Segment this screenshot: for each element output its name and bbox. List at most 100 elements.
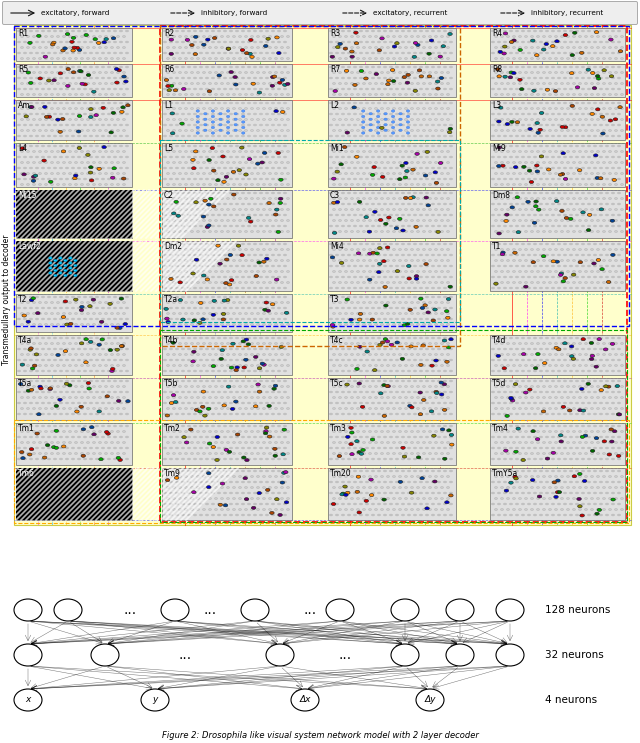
Ellipse shape [618, 52, 621, 54]
Ellipse shape [173, 386, 175, 388]
Ellipse shape [497, 458, 500, 460]
Ellipse shape [56, 354, 60, 357]
Ellipse shape [54, 124, 56, 126]
Ellipse shape [513, 430, 515, 432]
Ellipse shape [573, 452, 575, 455]
Ellipse shape [287, 365, 289, 366]
Ellipse shape [548, 430, 552, 432]
Ellipse shape [378, 296, 381, 298]
Ellipse shape [566, 270, 570, 273]
Ellipse shape [380, 341, 385, 344]
Ellipse shape [580, 514, 584, 517]
Ellipse shape [600, 77, 602, 79]
Ellipse shape [287, 47, 289, 48]
Ellipse shape [14, 599, 42, 621]
Ellipse shape [621, 397, 623, 398]
Ellipse shape [413, 370, 417, 372]
Ellipse shape [344, 172, 348, 175]
Ellipse shape [449, 214, 452, 216]
Ellipse shape [404, 313, 408, 314]
Ellipse shape [566, 230, 570, 233]
Ellipse shape [193, 447, 196, 449]
Ellipse shape [202, 209, 205, 210]
Ellipse shape [515, 88, 518, 90]
Ellipse shape [575, 124, 579, 126]
Ellipse shape [429, 259, 431, 262]
Ellipse shape [378, 247, 382, 250]
Ellipse shape [95, 113, 99, 115]
Ellipse shape [180, 122, 184, 125]
Ellipse shape [582, 481, 584, 483]
Ellipse shape [431, 167, 435, 169]
Ellipse shape [584, 209, 588, 210]
Ellipse shape [86, 129, 90, 132]
Ellipse shape [241, 413, 244, 415]
Ellipse shape [221, 82, 223, 85]
Ellipse shape [570, 447, 573, 449]
Ellipse shape [440, 313, 444, 314]
Ellipse shape [86, 430, 90, 432]
Ellipse shape [253, 503, 257, 505]
Ellipse shape [434, 181, 438, 184]
Ellipse shape [518, 129, 522, 132]
Ellipse shape [118, 458, 122, 461]
Ellipse shape [65, 382, 69, 386]
Ellipse shape [271, 52, 275, 54]
Ellipse shape [447, 94, 449, 96]
Ellipse shape [218, 145, 221, 147]
Ellipse shape [411, 168, 415, 171]
Ellipse shape [248, 458, 250, 460]
Ellipse shape [573, 118, 575, 120]
Ellipse shape [241, 121, 245, 123]
Ellipse shape [584, 397, 588, 398]
Ellipse shape [543, 209, 545, 210]
Ellipse shape [125, 413, 129, 415]
Ellipse shape [605, 52, 609, 54]
Ellipse shape [257, 386, 259, 388]
Ellipse shape [381, 161, 383, 163]
Ellipse shape [385, 340, 390, 343]
Ellipse shape [593, 436, 596, 438]
Ellipse shape [29, 337, 33, 339]
Ellipse shape [444, 214, 447, 216]
Ellipse shape [275, 198, 278, 200]
Ellipse shape [618, 113, 621, 115]
Ellipse shape [223, 41, 227, 43]
Ellipse shape [116, 430, 120, 432]
Ellipse shape [86, 313, 90, 314]
Ellipse shape [500, 251, 505, 254]
Ellipse shape [248, 359, 250, 361]
Ellipse shape [116, 94, 120, 96]
Ellipse shape [559, 440, 563, 443]
Ellipse shape [266, 102, 269, 104]
Ellipse shape [42, 413, 45, 415]
Ellipse shape [163, 214, 166, 216]
Ellipse shape [253, 41, 257, 43]
Ellipse shape [408, 167, 410, 169]
Ellipse shape [444, 470, 447, 472]
Ellipse shape [575, 413, 579, 415]
Ellipse shape [611, 52, 614, 54]
Ellipse shape [365, 167, 369, 169]
Ellipse shape [266, 359, 269, 361]
Ellipse shape [552, 203, 554, 205]
Ellipse shape [591, 47, 593, 48]
Ellipse shape [60, 413, 63, 415]
Ellipse shape [182, 41, 184, 43]
Ellipse shape [182, 458, 184, 460]
Ellipse shape [579, 487, 582, 488]
Ellipse shape [184, 323, 188, 325]
Ellipse shape [54, 413, 56, 415]
Ellipse shape [269, 365, 271, 366]
Ellipse shape [163, 167, 166, 169]
Ellipse shape [191, 230, 193, 233]
Ellipse shape [381, 248, 383, 250]
Ellipse shape [111, 82, 113, 85]
Ellipse shape [611, 135, 614, 137]
Ellipse shape [356, 108, 360, 109]
Ellipse shape [200, 337, 202, 339]
Ellipse shape [356, 248, 360, 250]
Ellipse shape [339, 430, 342, 432]
Ellipse shape [35, 113, 38, 115]
Ellipse shape [262, 118, 266, 120]
